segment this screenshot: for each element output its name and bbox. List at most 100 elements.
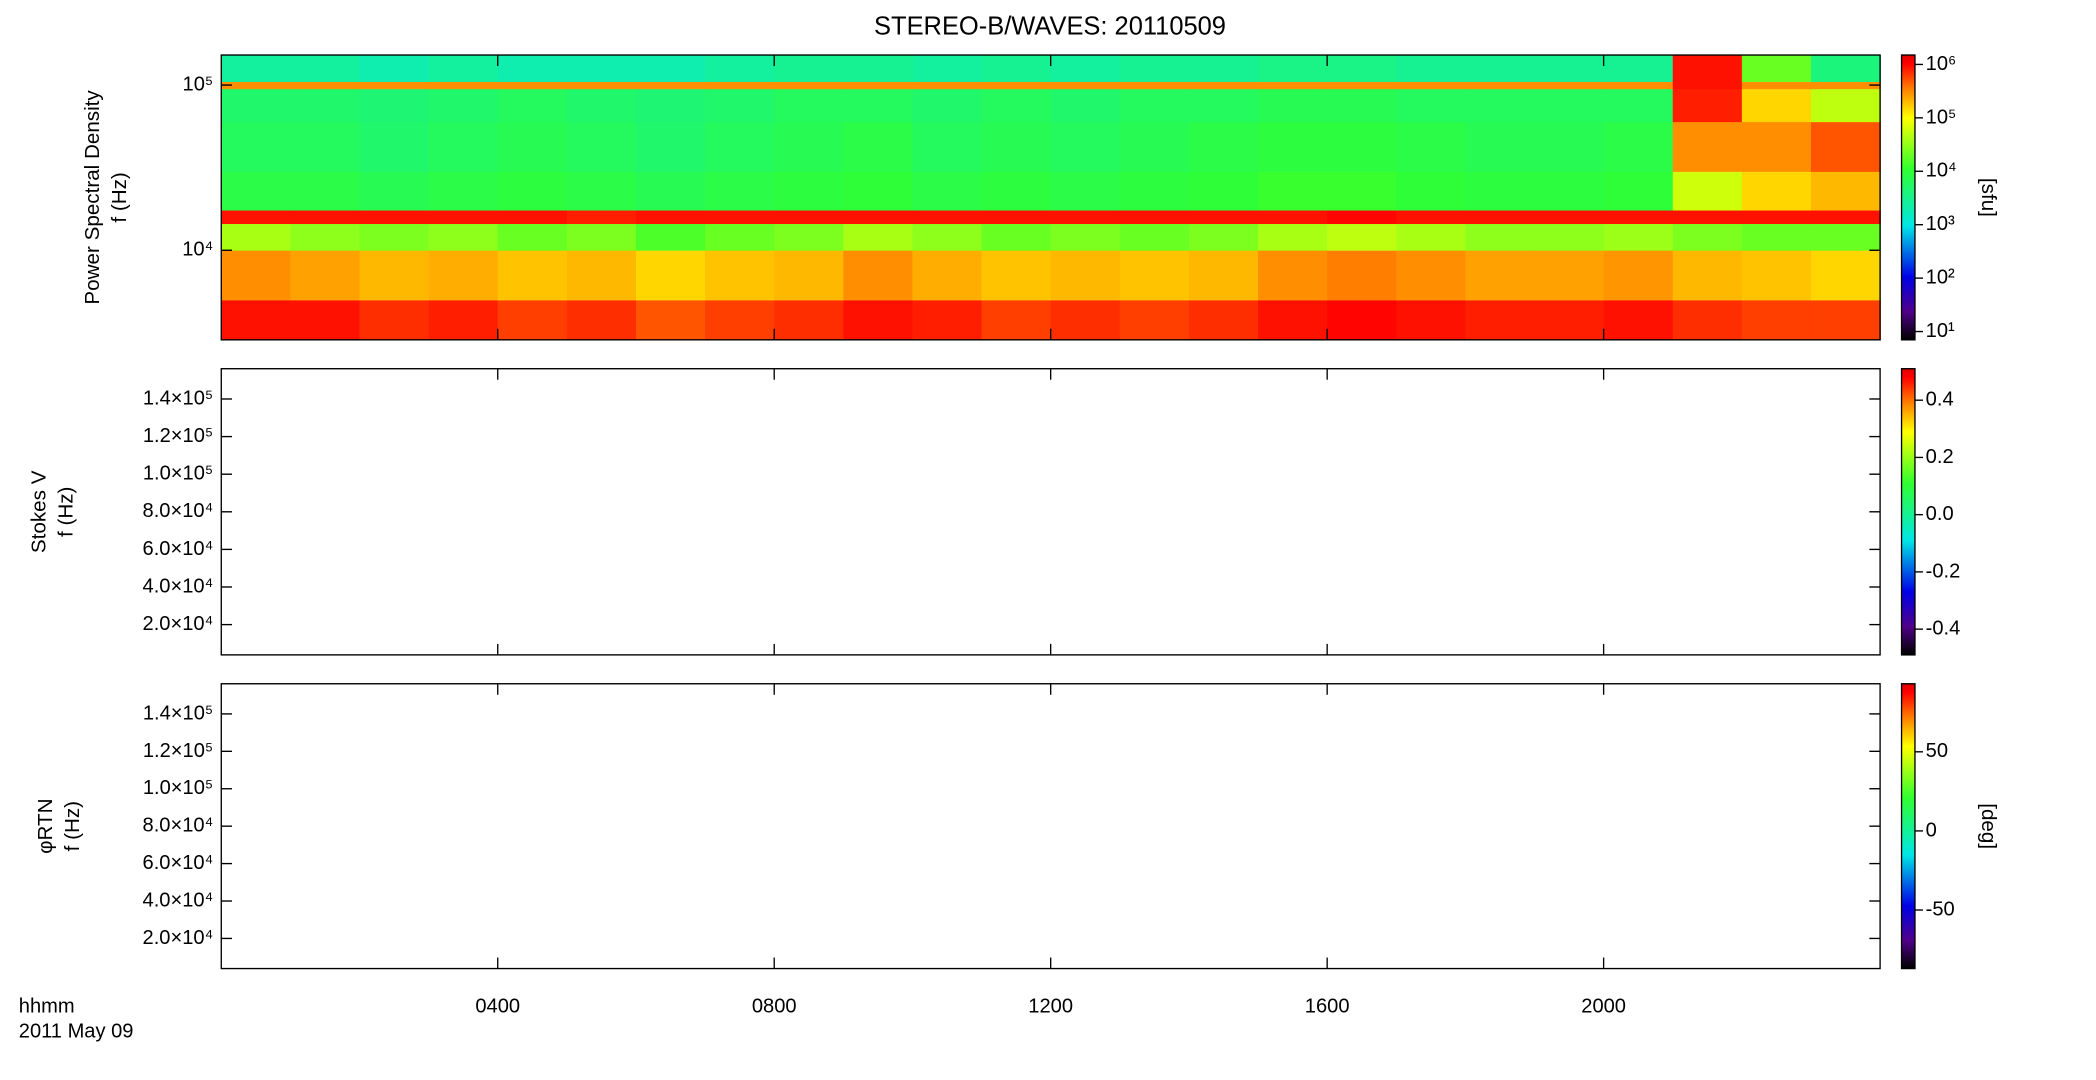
- heatmap-cell: [1396, 223, 1467, 251]
- heatmap-cell: [1810, 81, 1881, 90]
- heatmap-cell: [497, 88, 568, 123]
- colorbar-tick-label: 0.4: [1926, 388, 1954, 410]
- y-axis-label: Power Spectral Density: [82, 89, 104, 304]
- heatmap-cell: [1050, 55, 1121, 82]
- heatmap-cell: [359, 299, 430, 341]
- heatmap-cell: [566, 210, 637, 225]
- y-tick-label: 1.0×10⁵: [143, 462, 213, 484]
- heatmap-cell: [290, 171, 361, 211]
- heatmap-cell: [1465, 81, 1536, 90]
- y-axis-label: f (Hz): [62, 801, 84, 851]
- heatmap-cell: [1810, 55, 1881, 82]
- y-tick-label: 8.0×10⁴: [143, 814, 214, 836]
- colorbar-tick-label: -50: [1926, 898, 1955, 920]
- heatmap-cell: [1465, 171, 1536, 211]
- heatmap-cell: [1534, 299, 1605, 341]
- heatmap-cell: [428, 171, 499, 211]
- y-tick-label: 1.2×10⁵: [143, 740, 213, 762]
- heatmap-cell: [912, 223, 983, 251]
- heatmap-cell: [1741, 171, 1812, 211]
- heatmap-cell: [1672, 171, 1743, 211]
- heatmap-cell: [1741, 223, 1812, 251]
- heatmap-cell: [1741, 121, 1812, 172]
- heatmap-cell: [359, 223, 430, 251]
- colorbar: [1900, 54, 1916, 341]
- colorbar-tick-label: 10⁵: [1926, 106, 1957, 128]
- colorbar-tick-label: 10⁶: [1926, 53, 1957, 75]
- heatmap-cell: [774, 223, 844, 251]
- heatmap-cell: [635, 210, 706, 225]
- heatmap-cell: [1603, 223, 1674, 251]
- heatmap-cell: [1050, 121, 1121, 172]
- heatmap-cell: [1327, 88, 1397, 123]
- heatmap-cell: [1188, 81, 1259, 90]
- heatmap-cell: [1258, 171, 1328, 211]
- heatmap-cell: [912, 171, 983, 211]
- heatmap-cell: [497, 299, 568, 341]
- colorbar-label: [deg]: [1977, 803, 1999, 849]
- heatmap-cell: [635, 299, 706, 341]
- heatmap-cell: [1534, 223, 1605, 251]
- heatmap-cell: [912, 210, 983, 225]
- heatmap-cell: [1119, 88, 1190, 123]
- heatmap-cell: [1396, 121, 1467, 172]
- heatmap-cell: [912, 299, 983, 341]
- heatmap-cell: [774, 121, 844, 172]
- heatmap-cell: [497, 81, 568, 90]
- heatmap-cell: [1810, 88, 1881, 123]
- heatmap-cell: [1534, 250, 1605, 301]
- heatmap-cell: [843, 210, 914, 225]
- heatmap-cell: [635, 55, 706, 82]
- heatmap-cell: [1672, 121, 1743, 172]
- heatmap-cell: [1810, 210, 1881, 225]
- y-tick-label: 10⁵: [183, 73, 214, 95]
- heatmap-cell: [566, 223, 637, 251]
- heatmap-cell: [1741, 88, 1812, 123]
- y-tick-label: 1.2×10⁵: [143, 425, 213, 447]
- heatmap-cell: [774, 88, 844, 123]
- heatmap-cell: [1741, 81, 1812, 90]
- heatmap-cell: [290, 88, 361, 123]
- heatmap-cell: [359, 250, 430, 301]
- heatmap-cell: [981, 88, 1052, 123]
- chart-title: STEREO-B/WAVES: 20110509: [874, 12, 1226, 40]
- colorbar-tick-label: 50: [1926, 740, 1948, 762]
- heatmap-cell: [1465, 121, 1536, 172]
- heatmap-cell: [497, 223, 568, 251]
- heatmap-cell: [1603, 171, 1674, 211]
- heatmap-cell: [774, 81, 844, 90]
- heatmap-cell: [705, 299, 775, 341]
- heatmap-cell: [1534, 121, 1605, 172]
- heatmap-cell: [566, 250, 637, 301]
- heatmap-cell: [705, 171, 775, 211]
- heatmap-cell: [912, 55, 983, 82]
- heatmap-cell: [428, 81, 499, 90]
- heatmap-cell: [221, 250, 292, 301]
- heatmap-cell: [1465, 299, 1536, 341]
- heatmap-cell: [566, 55, 637, 82]
- colorbar-tick-label: 10²: [1926, 266, 1955, 288]
- heatmap-cell: [1465, 55, 1536, 82]
- heatmap-cell: [1050, 299, 1121, 341]
- heatmap-cell: [843, 223, 914, 251]
- x-axis-label: hhmm: [19, 995, 75, 1017]
- heatmap-cell: [1603, 121, 1674, 172]
- heatmap-cell: [359, 171, 430, 211]
- colorbar-tick-label: 0.2: [1926, 446, 1954, 468]
- heatmap-cell: [1188, 223, 1259, 251]
- colorbar-tick-label: 10³: [1926, 213, 1955, 235]
- heatmap-cell: [1534, 55, 1605, 82]
- heatmap-cell: [1327, 55, 1397, 82]
- heatmap-cell: [1465, 250, 1536, 301]
- heatmap-cell: [1810, 299, 1881, 341]
- heatmap-cell: [1119, 250, 1190, 301]
- colorbar-tick-label: 10⁴: [1926, 160, 1957, 182]
- y-axis-label: φRTN: [35, 798, 57, 853]
- heatmap-cell: [981, 55, 1052, 82]
- heatmap-cell: [428, 121, 499, 172]
- heatmap-cell: [1396, 55, 1467, 82]
- heatmap-cell: [1810, 223, 1881, 251]
- heatmap-cell: [221, 171, 292, 211]
- heatmap-cell: [1327, 121, 1397, 172]
- heatmap-cell: [843, 81, 914, 90]
